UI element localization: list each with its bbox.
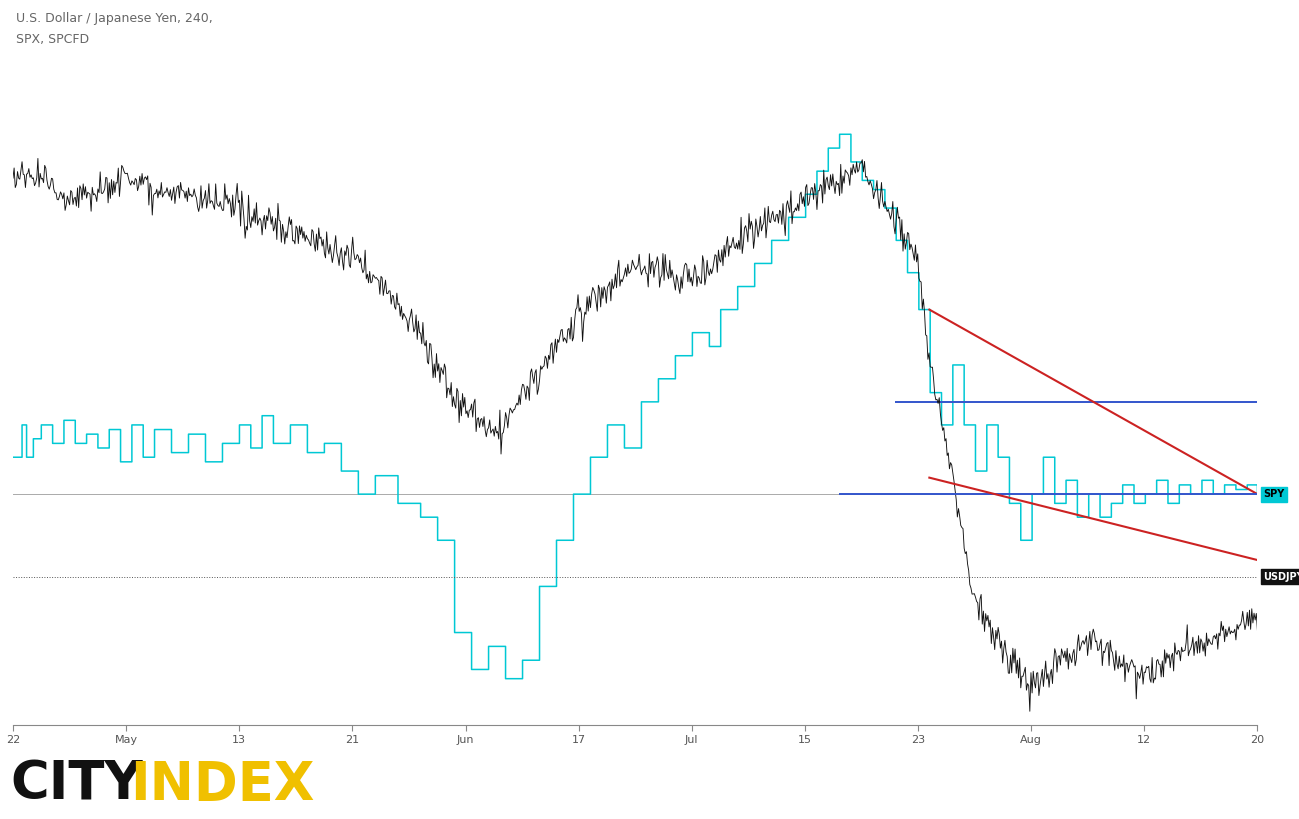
Text: U.S. Dollar / Japanese Yen, 240,: U.S. Dollar / Japanese Yen, 240, [16, 12, 212, 25]
Text: INDEX: INDEX [130, 759, 314, 811]
Text: SPY: SPY [1263, 489, 1285, 499]
Text: CITY: CITY [10, 759, 143, 811]
Text: USDJPY: USDJPY [1263, 572, 1299, 581]
Text: SPX, SPCFD: SPX, SPCFD [16, 33, 88, 46]
